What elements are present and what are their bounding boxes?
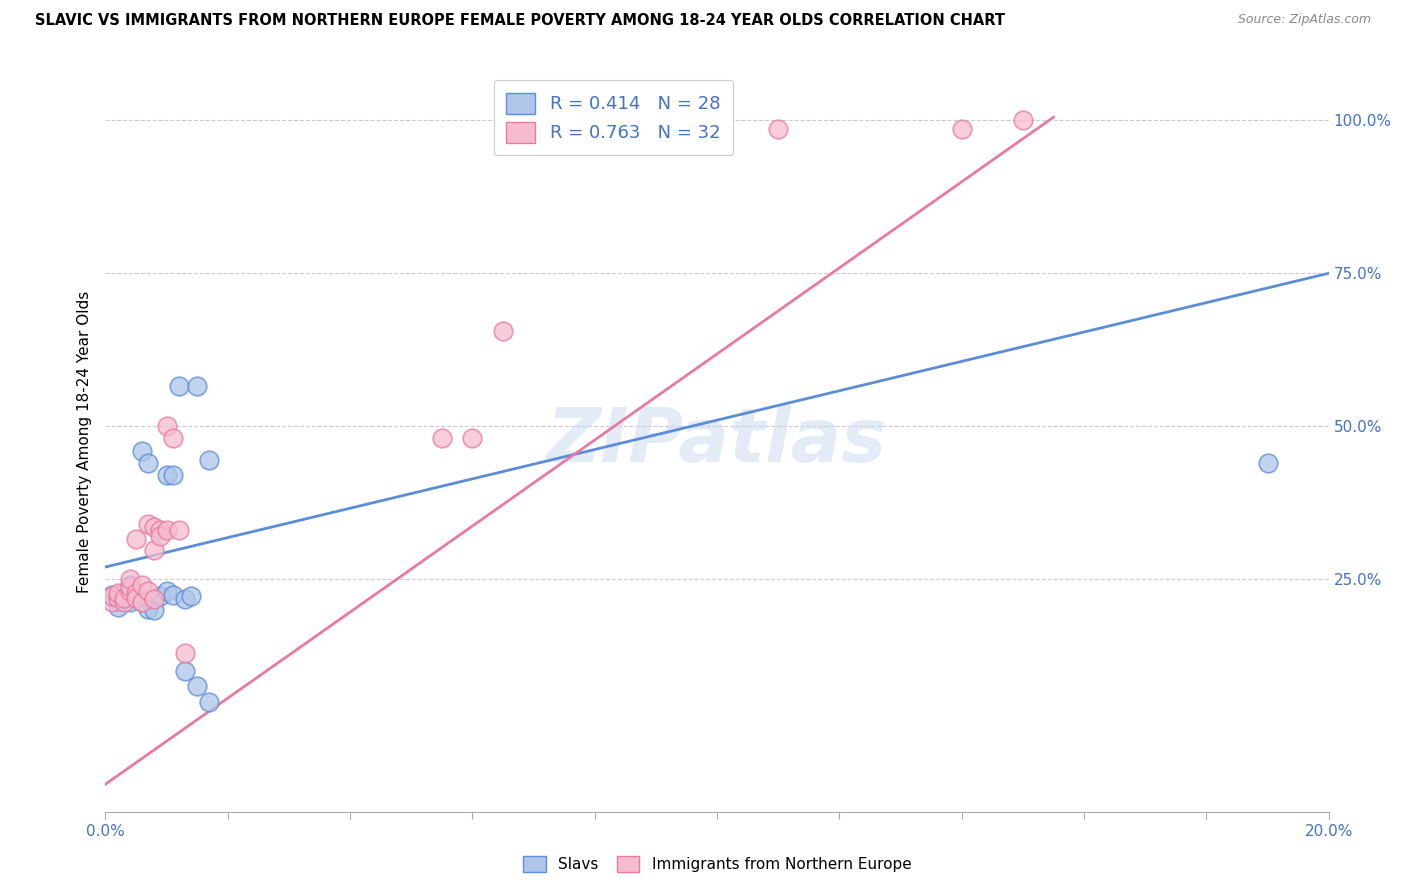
Point	[136, 601, 159, 615]
Point	[167, 379, 190, 393]
Point	[950, 122, 973, 136]
Point	[149, 590, 172, 604]
Point	[100, 595, 122, 609]
Point	[125, 533, 148, 547]
Point	[186, 379, 208, 393]
Point	[1256, 456, 1278, 470]
Point	[131, 595, 153, 609]
Point	[149, 523, 172, 537]
Point	[143, 591, 166, 606]
Point	[118, 578, 141, 592]
Point	[430, 432, 453, 446]
Point	[125, 585, 148, 599]
Point	[107, 585, 129, 599]
Point	[118, 580, 141, 594]
Point	[162, 432, 184, 446]
Point	[118, 584, 141, 599]
Point	[112, 595, 135, 609]
Point	[125, 591, 148, 605]
Point	[143, 520, 166, 534]
Point	[768, 122, 790, 136]
Point	[162, 587, 184, 601]
Y-axis label: Female Poverty Among 18-24 Year Olds: Female Poverty Among 18-24 Year Olds	[76, 291, 91, 592]
Point	[461, 432, 484, 446]
Point	[143, 603, 166, 617]
Point	[174, 646, 197, 660]
Text: Source: ZipAtlas.com: Source: ZipAtlas.com	[1237, 13, 1371, 27]
Point	[155, 523, 177, 537]
Point	[136, 517, 159, 532]
Text: SLAVIC VS IMMIGRANTS FROM NORTHERN EUROPE FEMALE POVERTY AMONG 18-24 YEAR OLDS C: SLAVIC VS IMMIGRANTS FROM NORTHERN EUROP…	[35, 13, 1005, 29]
Point	[118, 572, 141, 586]
Point	[155, 584, 177, 599]
Point	[112, 591, 135, 605]
Point	[112, 591, 135, 605]
Point	[125, 591, 148, 605]
Point	[149, 529, 172, 543]
Legend: Slavs, Immigrants from Northern Europe: Slavs, Immigrants from Northern Europe	[516, 850, 918, 878]
Point	[174, 664, 197, 678]
Point	[1011, 113, 1033, 128]
Point	[100, 587, 122, 601]
Point	[143, 542, 166, 557]
Point	[198, 695, 221, 709]
Point	[155, 419, 177, 434]
Point	[131, 595, 153, 609]
Text: ZIPatlas: ZIPatlas	[547, 405, 887, 478]
Point	[174, 591, 197, 606]
Point	[131, 578, 153, 592]
Point	[131, 443, 153, 458]
Point	[180, 590, 202, 604]
Point	[107, 599, 129, 614]
Point	[155, 468, 177, 483]
Point	[100, 590, 122, 604]
Point	[107, 593, 129, 607]
Point	[136, 456, 159, 470]
Point	[112, 585, 135, 599]
Point	[118, 595, 141, 609]
Point	[125, 585, 148, 599]
Point	[107, 591, 129, 605]
Point	[198, 453, 221, 467]
Point	[167, 523, 190, 537]
Point	[186, 679, 208, 693]
Point	[162, 468, 184, 483]
Point	[136, 584, 159, 599]
Point	[492, 325, 515, 339]
